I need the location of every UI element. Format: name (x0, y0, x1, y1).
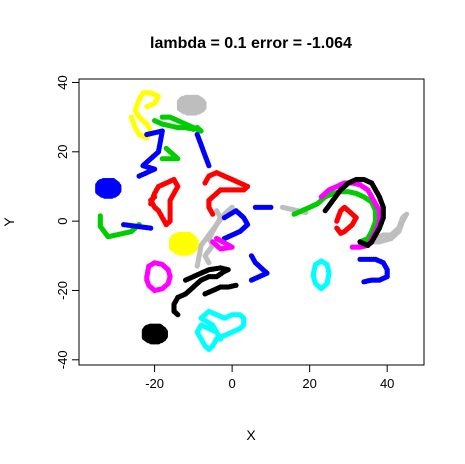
data-point (116, 188, 122, 194)
data-point (145, 103, 151, 109)
data-point (195, 261, 201, 267)
y-tick-label: 0 (55, 218, 70, 225)
y-tick-label: 20 (55, 145, 70, 159)
series-19 (202, 170, 251, 217)
data-point (201, 105, 207, 111)
data-point (215, 236, 221, 242)
data-point (343, 189, 350, 195)
data-point (209, 209, 215, 216)
series-1 (169, 231, 199, 256)
series-6 (152, 114, 204, 134)
series-14 (221, 208, 251, 242)
points-layer (95, 90, 410, 352)
data-point (363, 256, 369, 262)
series-21 (144, 260, 173, 294)
series-27 (322, 176, 386, 248)
data-point (138, 172, 144, 178)
series-0 (128, 90, 162, 141)
series-18 (148, 176, 181, 228)
series-29 (194, 308, 247, 352)
chart-title: lambda = 0.1 error = -1.064 (150, 35, 352, 52)
series-20 (334, 204, 359, 236)
data-point (266, 204, 272, 210)
series-25 (202, 282, 239, 297)
series-23 (210, 235, 235, 252)
data-point (146, 225, 152, 231)
axes-layer: -20 0 20 40 -40 -20 0 20 40 (55, 75, 394, 391)
data-point (227, 187, 233, 193)
data-point (351, 244, 357, 250)
series-2 (176, 94, 207, 116)
data-point (162, 334, 168, 340)
data-point (184, 276, 190, 282)
data-point (144, 275, 150, 281)
series-12 (194, 131, 212, 169)
series-26 (141, 323, 168, 345)
data-point (200, 316, 206, 322)
x-tick-label: 40 (380, 376, 394, 391)
data-point (310, 272, 317, 278)
data-point (219, 265, 225, 271)
data-point (169, 156, 175, 162)
data-point (363, 278, 369, 284)
data-point (235, 187, 241, 193)
data-point (205, 258, 211, 264)
data-point (193, 244, 199, 250)
x-tick-label: -20 (145, 376, 164, 391)
series-16 (248, 253, 270, 283)
data-point (371, 277, 377, 283)
data-point (150, 195, 156, 201)
data-point (119, 231, 125, 237)
data-point (258, 204, 264, 210)
series-28 (310, 258, 332, 292)
data-point (223, 235, 229, 241)
series-24 (171, 265, 231, 318)
data-point (250, 276, 256, 282)
y-axis-label: Y (1, 217, 17, 227)
series-17 (357, 256, 390, 285)
data-point (173, 124, 179, 130)
data-point (111, 232, 117, 238)
data-point (205, 161, 211, 167)
series-11 (136, 128, 165, 179)
series-15 (252, 204, 274, 210)
x-tick-label: 20 (302, 376, 316, 391)
x-tick-label: 0 (229, 376, 236, 391)
series-10 (95, 178, 122, 199)
y-tick-label: 40 (55, 75, 70, 89)
series-7 (159, 145, 181, 162)
series-13 (121, 222, 154, 231)
y-tick-label: -40 (55, 350, 70, 369)
data-point (161, 156, 167, 162)
x-axis-label: X (246, 427, 256, 443)
data-point (359, 240, 365, 246)
data-point (223, 284, 229, 290)
data-point (161, 114, 167, 120)
y-tick-label: -20 (55, 281, 70, 300)
data-point (335, 226, 341, 232)
data-point (231, 283, 237, 289)
data-point (285, 206, 291, 212)
